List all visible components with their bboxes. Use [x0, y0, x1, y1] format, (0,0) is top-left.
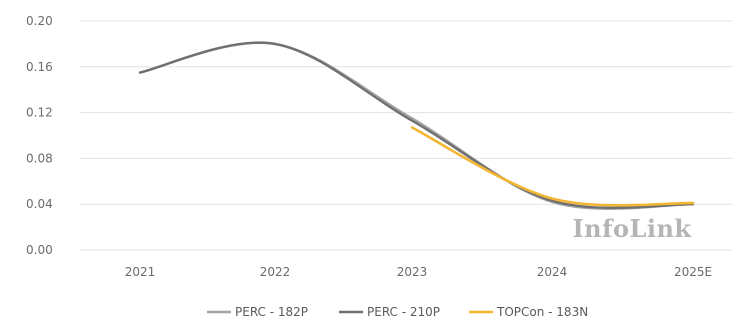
y-axis: 0.20 0.16 0.12 0.08 0.04 0.00: [26, 14, 53, 257]
y-tick-label: 0.08: [26, 151, 53, 165]
legend-label: PERC - 182P: [235, 305, 308, 319]
x-tick-label: 2022: [260, 265, 291, 279]
x-tick-label: 2023: [397, 265, 428, 279]
gridlines: [80, 20, 733, 251]
y-tick-label: 0.12: [26, 106, 53, 120]
series-line-perc-210p: [138, 41, 695, 210]
y-tick-label: 0.20: [26, 14, 53, 28]
series-line-perc-182p: [138, 41, 695, 211]
y-tick-label: 0.00: [26, 243, 53, 257]
watermark-logo: InfoLink: [572, 214, 692, 243]
x-tick-label: 2024: [537, 265, 568, 279]
x-tick-label: 2025E: [674, 265, 712, 279]
x-tick-label: 2021: [125, 265, 156, 279]
y-tick-label: 0.04: [26, 197, 53, 211]
series-line-topcon-183n: [410, 126, 695, 207]
legend-label: PERC - 210P: [367, 305, 440, 319]
x-axis: 2021 2022 2023 2024 2025E: [125, 265, 712, 279]
y-tick-label: 0.16: [26, 60, 53, 74]
legend: PERC - 182P PERC - 210P TOPCon - 183N: [207, 305, 588, 319]
legend-label: TOPCon - 183N: [496, 305, 588, 319]
series-lines: [138, 41, 695, 211]
